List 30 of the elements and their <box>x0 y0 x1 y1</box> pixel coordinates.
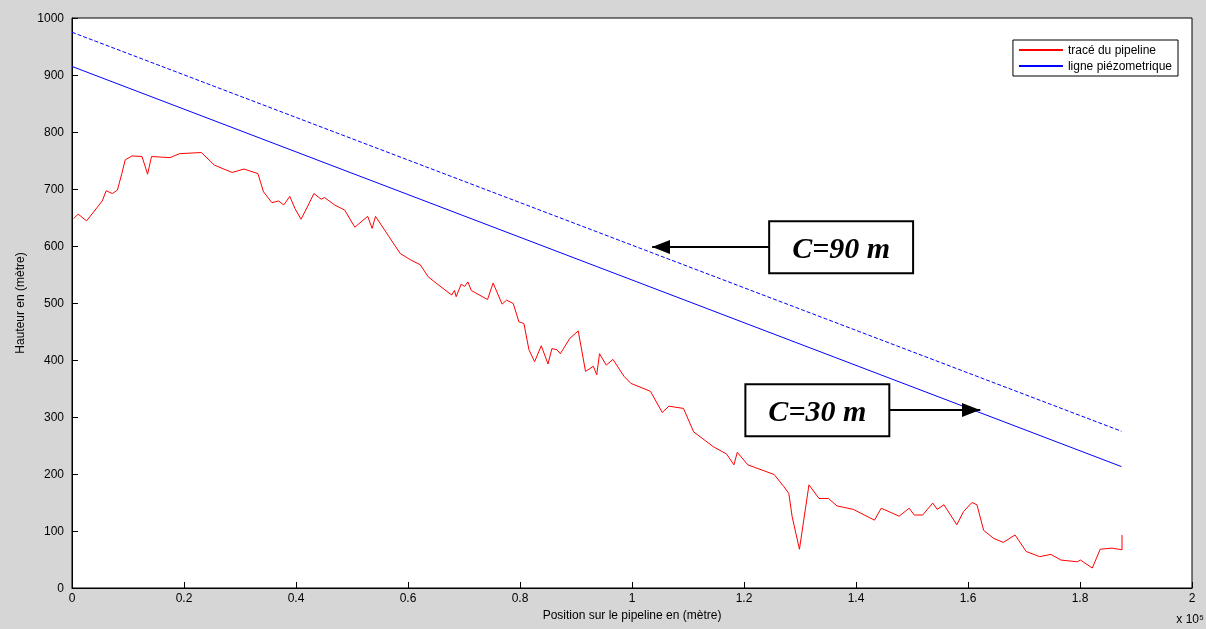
legend-label: tracé du pipeline <box>1067 43 1157 57</box>
x-axis-title: Position sur le pipeline en (mètre) <box>542 607 722 622</box>
x-tick-label: 0.2 <box>175 591 193 605</box>
x-tick-label: 1 <box>628 591 636 605</box>
y-tick-label: 600 <box>43 239 65 253</box>
x-tick-label: 1.6 <box>959 591 977 605</box>
y-tick-label: 300 <box>43 410 65 424</box>
text: x 10⁵ <box>1176 612 1204 626</box>
annotation: C=30 m <box>768 393 867 427</box>
y-tick-label: 200 <box>43 467 65 481</box>
y-tick-label: 100 <box>43 524 65 538</box>
x-tick-label: 1.2 <box>735 591 753 605</box>
x-tick-label: 1.4 <box>847 591 865 605</box>
y-tick-label: 500 <box>43 296 65 310</box>
x-tick-label: 2 <box>1188 591 1196 605</box>
annotation: C=90 m <box>792 230 891 264</box>
y-axis-title: Hauteur en (mètre) <box>13 252 28 354</box>
y-tick-label: 700 <box>43 182 65 196</box>
x-tick-label: 0.4 <box>287 591 305 605</box>
x-tick-label: 0 <box>68 591 76 605</box>
legend-label: ligne piézometrique <box>1067 59 1173 73</box>
x-tick-label: 0.6 <box>399 591 417 605</box>
line-series <box>73 152 1123 569</box>
y-tick-label: 900 <box>43 68 65 82</box>
y-tick-label: 0 <box>57 581 65 595</box>
x-tick-label: 1.8 <box>1071 591 1089 605</box>
x-tick-label: 0.8 <box>511 591 529 605</box>
y-tick-label: 800 <box>43 125 65 139</box>
y-tick-label: 1000 <box>37 11 65 25</box>
y-tick-label: 400 <box>43 353 65 367</box>
